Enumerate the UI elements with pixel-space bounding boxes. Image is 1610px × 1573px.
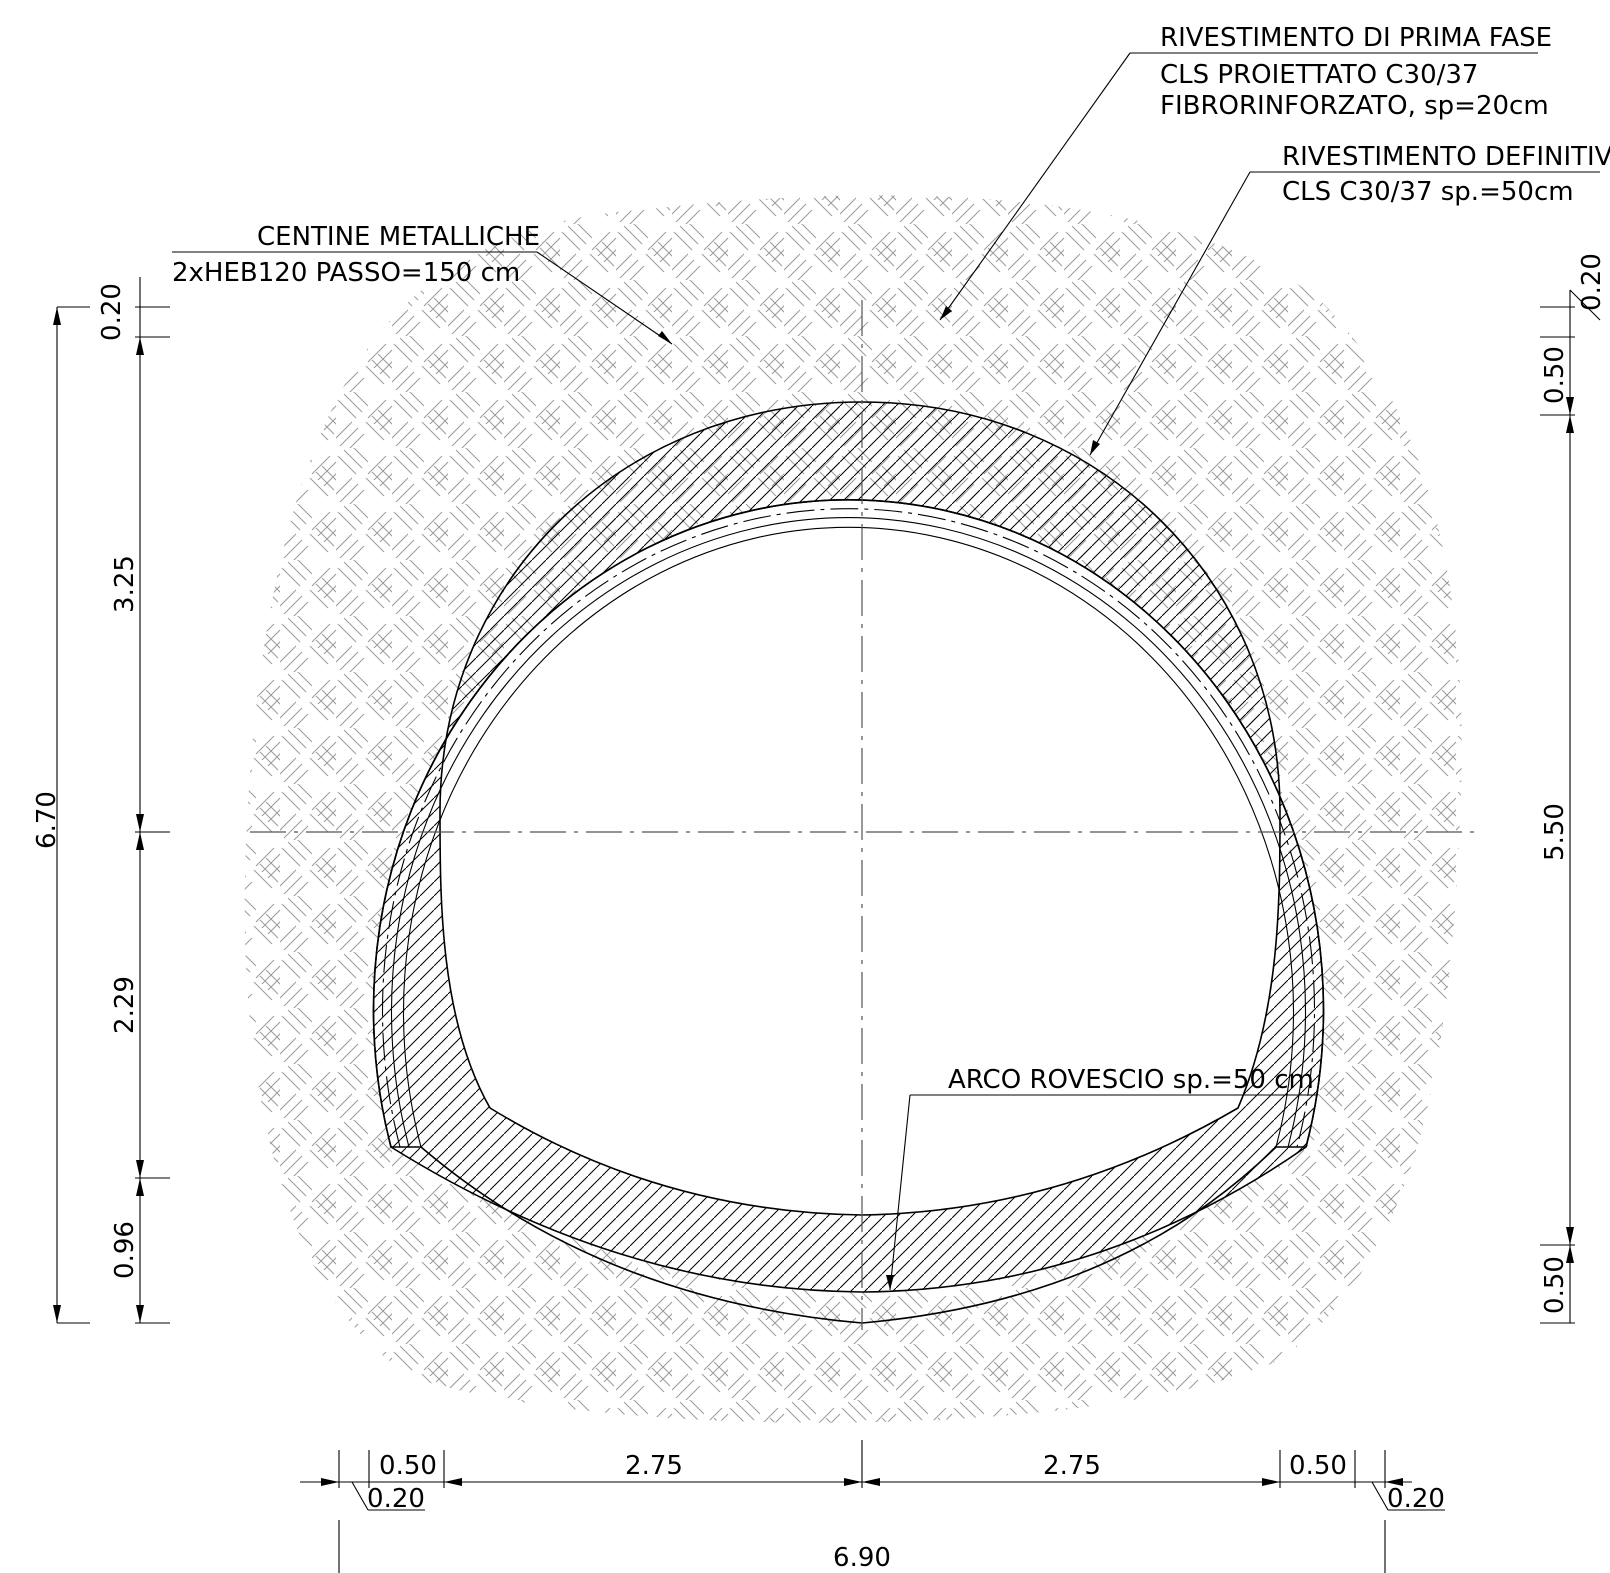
dim-left-bottom: 0.96 xyxy=(110,1221,140,1279)
dim-bottom-left-half: 2.75 xyxy=(625,1451,683,1481)
dim-right-lining-bottom: 0.50 xyxy=(1540,1256,1570,1314)
invert-callout xyxy=(886,1094,1318,1291)
primary-lining-line3: FIBRORINFORZATO, sp=20cm xyxy=(1160,91,1549,121)
dim-right-lining-top: 0.50 xyxy=(1540,346,1570,404)
dim-left-total: 6.70 xyxy=(32,791,62,849)
dim-left-top: 0.20 xyxy=(97,283,127,341)
invert-label: ARCO ROVESCIO sp.=50 cm xyxy=(948,1065,1314,1095)
dim-bottom-right-half: 2.75 xyxy=(1043,1451,1101,1481)
left-dimension-chain xyxy=(53,277,170,1324)
final-lining-title: RIVESTIMENTO DEFINITIVO xyxy=(1282,142,1610,172)
dim-bottom-left-lining: 0.50 xyxy=(379,1451,437,1481)
right-dimension-chain xyxy=(1540,289,1601,1324)
dim-left-lower: 2.29 xyxy=(110,976,140,1034)
primary-lining-mid xyxy=(391,517,1306,1148)
dim-overall-width: 6.90 xyxy=(833,1543,891,1573)
primary-lining-inner xyxy=(403,526,1294,1148)
dim-left-upper: 3.25 xyxy=(110,555,140,613)
dim-bottom-left-primary: 0.20 xyxy=(367,1484,425,1514)
bottom-dimension-chain xyxy=(300,1440,1445,1573)
dim-bottom-right-lining: 0.50 xyxy=(1289,1451,1347,1481)
intrados-outline xyxy=(439,401,1281,1216)
dim-right-total: 5.50 xyxy=(1540,803,1570,861)
ribs-callout xyxy=(172,251,673,345)
final-lining-callout xyxy=(1089,171,1600,456)
ribs-line2: 2xHEB120 PASSO=150 cm xyxy=(172,258,520,288)
primary-lining-line2: CLS PROIETTATO C30/37 xyxy=(1160,60,1478,90)
steel-rib-dashed xyxy=(382,508,1315,1148)
dim-bottom-right-primary: 0.20 xyxy=(1387,1484,1445,1514)
primary-lining-callout xyxy=(939,52,1538,321)
ribs-title: CENTINE METALLICHE xyxy=(257,222,540,252)
primary-lining-outer xyxy=(372,499,1325,1148)
final-lining-line2: CLS C30/37 sp.=50cm xyxy=(1282,177,1574,207)
primary-lining-title: RIVESTIMENTO DI PRIMA FASE xyxy=(1160,23,1552,53)
dim-right-top: 0.20 xyxy=(1577,253,1607,311)
